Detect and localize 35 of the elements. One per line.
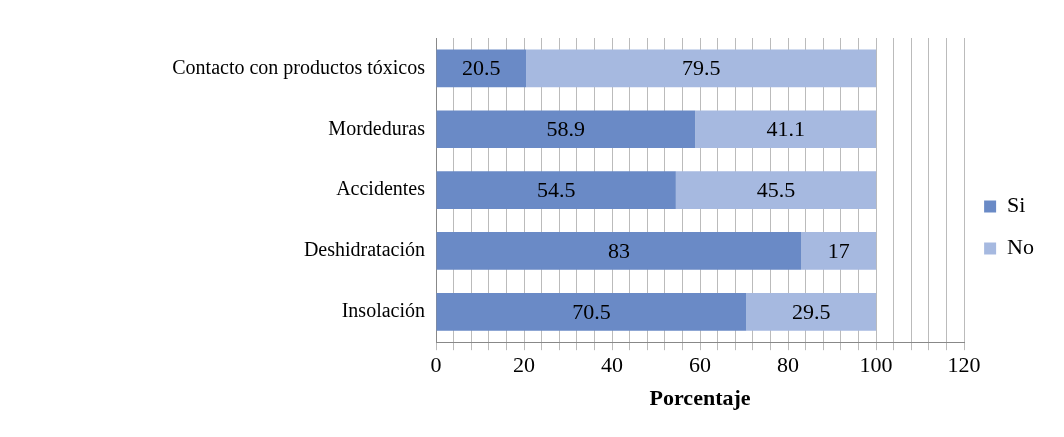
x-tick-label: 60 xyxy=(689,352,712,378)
y-tick-label: Accidentes xyxy=(336,177,426,200)
bar xyxy=(436,232,802,270)
data-label: 58.9 xyxy=(546,116,586,142)
bar xyxy=(526,49,877,88)
data-label: 79.5 xyxy=(681,55,721,81)
data-label: 20.5 xyxy=(462,55,501,81)
x-axis-title: Porcentaje xyxy=(649,385,751,411)
bar xyxy=(746,292,877,331)
bar xyxy=(436,292,747,331)
data-label: 45.5 xyxy=(756,176,796,202)
legend-label: No xyxy=(1007,234,1034,260)
y-tick-label: Deshidratación xyxy=(303,238,425,261)
data-label: 41.1 xyxy=(766,116,805,142)
bar xyxy=(801,232,877,270)
y-tick-label: Mordeduras xyxy=(328,116,426,139)
bar xyxy=(675,171,877,209)
bar xyxy=(695,110,877,149)
x-tick-label: 20 xyxy=(513,352,536,378)
data-label: 17 xyxy=(827,237,850,263)
y-tick-label: Contacto con productos tóxicos xyxy=(172,55,426,79)
legend-label: Si xyxy=(1007,192,1026,218)
x-tick-label: 120 xyxy=(947,352,981,378)
bar xyxy=(436,110,696,149)
data-label: 54.5 xyxy=(536,176,576,202)
bar xyxy=(436,171,676,209)
data-label: 29.5 xyxy=(791,298,831,324)
bar xyxy=(436,49,527,88)
x-tick-label: 0 xyxy=(430,352,442,378)
y-tick-label: Insolación xyxy=(341,299,425,322)
data-label: 83 xyxy=(607,237,630,263)
x-tick-label: 80 xyxy=(777,352,800,378)
x-tick-label: 40 xyxy=(601,352,624,378)
x-tick-label: 100 xyxy=(859,352,893,378)
data-label: 70.5 xyxy=(572,298,611,324)
